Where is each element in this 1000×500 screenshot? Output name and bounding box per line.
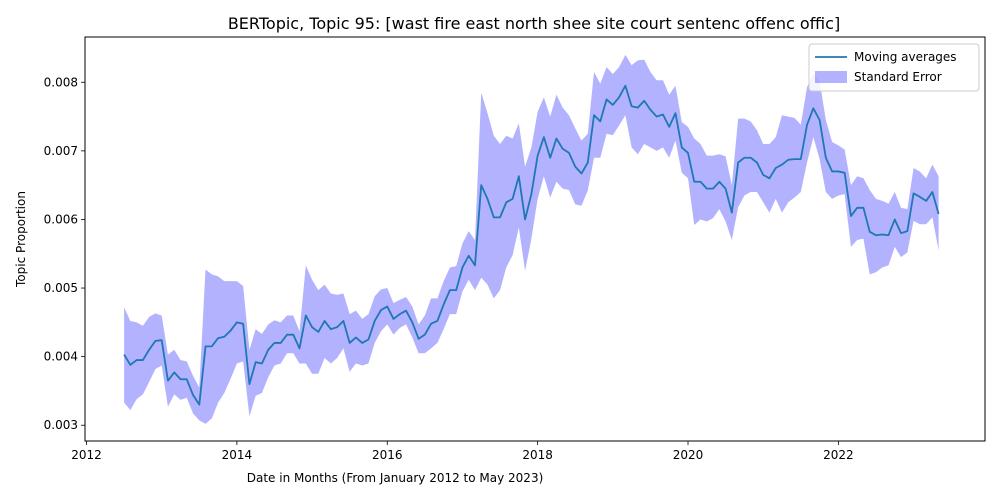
legend: Moving averages Standard Error [808,43,980,92]
plot-area [123,54,940,424]
plot-frame [84,36,986,442]
y-tick-label: 0.008 [44,75,78,89]
y-axis-label: Topic Proportion [14,191,28,288]
legend-band-swatch [815,71,847,83]
legend-label-moving-averages: Moving averages [854,50,957,64]
x-axis-label: Date in Months (From January 2012 to May… [247,471,544,485]
legend-box [808,43,980,92]
y-tick-label: 0.005 [44,281,78,295]
y-tick-label: 0.003 [44,418,78,432]
moving-average-line [123,84,940,406]
x-tick-label: 2016 [372,448,403,462]
x-tick-label: 2020 [673,448,704,462]
legend-label-standard-error: Standard Error [854,70,942,84]
x-tick-label: 2018 [522,448,553,462]
y-tick-label: 0.004 [44,350,78,364]
chart-title: BERTopic, Topic 95: [wast fire east nort… [228,14,840,33]
y-tick-label: 0.007 [44,144,78,158]
y-tick-label: 0.006 [44,212,78,226]
standard-error-band [124,54,939,424]
x-axis: 2012 2014 2016 2018 2020 2022 [71,441,854,462]
x-tick-label: 2012 [71,448,102,462]
x-tick-label: 2014 [222,448,253,462]
y-axis: 0.003 0.004 0.005 0.006 0.007 0.008 [44,75,85,432]
x-tick-label: 2022 [823,448,854,462]
